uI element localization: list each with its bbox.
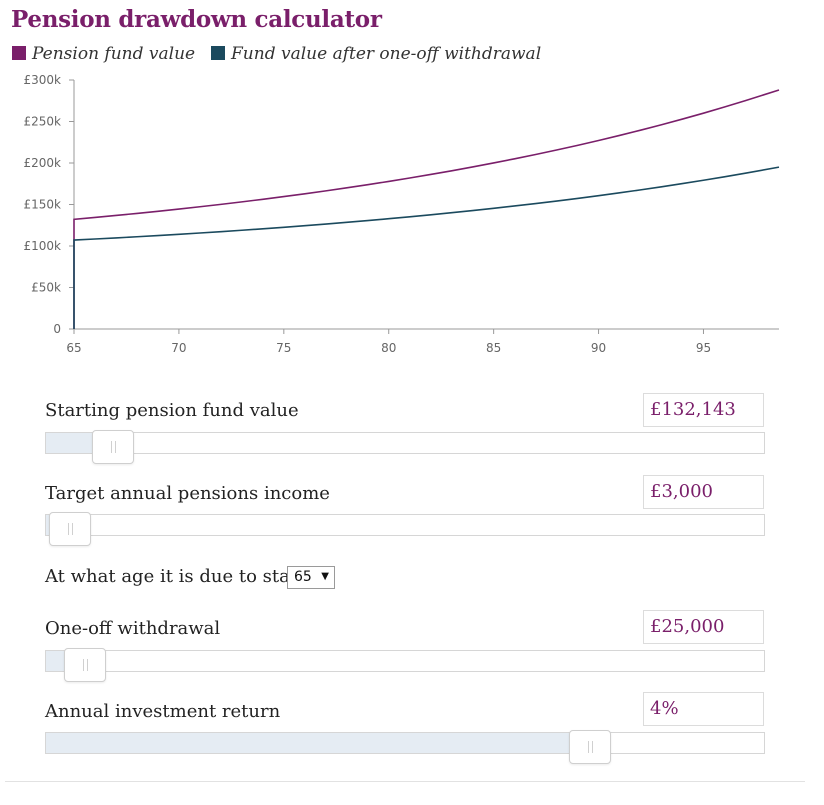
starting-fund-input[interactable]: £132,143 — [643, 393, 764, 427]
withdrawal-label: One-off withdrawal — [45, 618, 221, 639]
y-tick-label: £200k — [24, 156, 62, 170]
withdrawal-slider[interactable] — [45, 648, 765, 682]
target-income-slider-handle[interactable] — [49, 512, 92, 546]
legend-item-fund-value: Pension fund value — [12, 44, 195, 64]
legend-swatch-fund-value — [12, 46, 26, 60]
y-tick-label: £150k — [24, 198, 62, 212]
starting-fund-label: Starting pension fund value — [45, 400, 299, 421]
withdrawal-slider-handle[interactable] — [63, 648, 106, 682]
y-tick-label: £100k — [24, 239, 62, 253]
x-tick-label: 75 — [276, 341, 291, 355]
page-title: Pension drawdown calculator — [11, 6, 382, 33]
investment-return-slider[interactable] — [45, 730, 765, 764]
withdrawal-input[interactable]: £25,000 — [643, 610, 764, 644]
x-tick-label: 80 — [381, 341, 396, 355]
legend-item-after-withdrawal: Fund value after one-off withdrawal — [211, 44, 541, 64]
target-income-input[interactable]: £3,000 — [643, 475, 764, 509]
pension-chart: 0 £50k £100k £150k £200k £250k £300k 65 70 75 80 85… — [24, 73, 780, 355]
x-tick-label: 70 — [171, 341, 186, 355]
legend-swatch-after-withdrawal — [211, 46, 225, 60]
x-tick-label: 90 — [591, 341, 606, 355]
y-tick-label: £50k — [31, 281, 61, 295]
legend-label-fund-value: Pension fund value — [32, 44, 196, 64]
target-income-label: Target annual pensions income — [45, 483, 330, 504]
bottom-divider — [5, 781, 805, 782]
legend-label-after-withdrawal: Fund value after one-off withdrawal — [231, 44, 542, 64]
series-line-fund-value — [73, 89, 780, 329]
y-tick-label: £300k — [24, 73, 62, 87]
starting-fund-slider[interactable] — [45, 430, 765, 464]
chevron-down-icon: ▼ — [321, 571, 329, 582]
starting-fund-slider-handle[interactable] — [91, 430, 134, 464]
x-tick-label: 95 — [696, 341, 711, 355]
y-tick-label: 0 — [53, 322, 61, 336]
x-tick-label: 65 — [66, 341, 81, 355]
x-tick-label: 85 — [486, 341, 501, 355]
investment-return-label: Annual investment return — [45, 701, 281, 722]
slider-fill — [46, 733, 591, 753]
start-age-label: At what age it is due to start — [45, 566, 306, 587]
investment-return-slider-handle[interactable] — [569, 730, 612, 764]
target-income-slider[interactable] — [45, 512, 765, 546]
start-age-value: 65 — [294, 569, 312, 585]
y-tick-label: £250k — [24, 115, 62, 129]
investment-return-input[interactable]: 4% — [643, 692, 764, 726]
start-age-select[interactable]: 65 ▼ — [287, 566, 335, 589]
series-line-after-withdrawal — [73, 166, 780, 329]
